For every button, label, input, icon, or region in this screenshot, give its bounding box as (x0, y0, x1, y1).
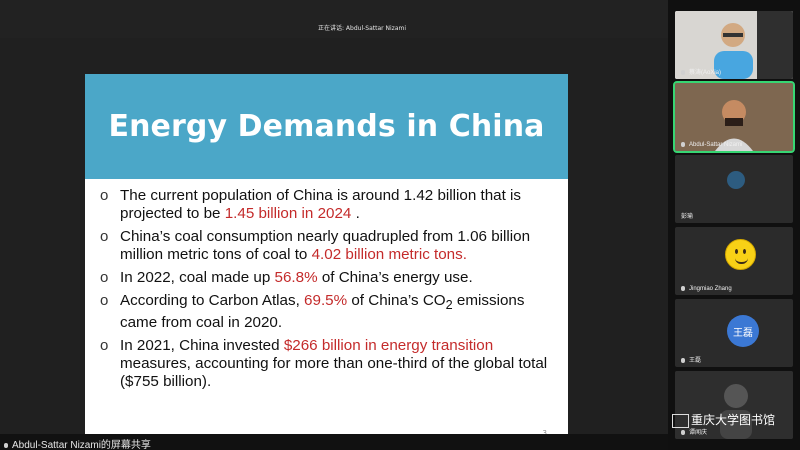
bullet-text: . (355, 205, 360, 222)
bullet-highlight: 4.02 billion metric tons. (311, 246, 467, 263)
participant-name: 谭闻庆 (681, 427, 707, 436)
participant-name: Jingmiao Zhang (681, 285, 732, 292)
mic-icon (681, 429, 685, 435)
bullet-text: measures, accounting for more than one-t… (120, 355, 548, 391)
mic-icon (681, 141, 685, 147)
bullet-2: China’s coal consumption nearly quadrupl… (100, 228, 555, 264)
bullet-text: China’s coal consumption nearly quadrupl… (120, 228, 531, 263)
participant-tile-aoxia[interactable]: 蔡涛(AoXia) (675, 11, 793, 79)
bullet-highlight: 69.5% (304, 292, 348, 309)
bullet-text: of China’s energy use. (321, 269, 473, 286)
participant-name: 王磊 (681, 355, 701, 364)
slide-bullets: The current population of China is aroun… (100, 187, 555, 396)
bullet-1: The current population of China is aroun… (100, 187, 555, 223)
library-logo-icon (672, 413, 689, 428)
bullet-text: The current population of China is aroun… (120, 187, 522, 222)
mic-icon (4, 442, 8, 448)
bullet-4: According to Carbon Atlas, 69.5% of Chin… (100, 292, 555, 332)
user-avatar (727, 171, 745, 189)
participant-tile-abdul[interactable]: Abdul-Sattar Nizami (673, 81, 795, 153)
top-bar: 正在讲话: Abdul-Sattar Nizami (0, 0, 668, 38)
mic-icon (681, 69, 685, 75)
mic-icon (681, 357, 685, 363)
slide-number: 3 (542, 429, 547, 437)
subscript-two: 2 (445, 298, 453, 313)
camera-video (675, 83, 793, 151)
participant-name: 彭瑜 (681, 214, 694, 220)
screen-share-bar: Abdul-Sattar Nizami的屏幕共享 (0, 434, 668, 450)
camera-video (675, 11, 793, 79)
participant-tile-jingmiao[interactable]: Jingmiao Zhang (675, 227, 793, 295)
slide-title: Energy Demands in China (108, 109, 545, 144)
participant-tile-pengyu[interactable]: 彭瑜 (675, 155, 793, 223)
participant-name: Abdul-Sattar Nizami (681, 141, 742, 148)
smiley-avatar (725, 239, 756, 270)
slide-title-banner: Energy Demands in China (85, 74, 568, 179)
presentation-slide: Energy Demands in China The current popu… (85, 74, 568, 450)
screen-share-label: Abdul-Sattar Nizami的屏幕共享 (4, 436, 151, 450)
participant-tile-tanwenqing[interactable]: 谭闻庆 (675, 371, 793, 439)
bullet-text: In 2022, coal made up (120, 269, 275, 286)
participant-name: 蔡涛(AoXia) (681, 67, 721, 76)
bullet-text: of China’s CO (351, 292, 446, 309)
mic-icon (681, 285, 685, 291)
bullet-text: According to Carbon Atlas, (120, 292, 305, 309)
bullet-highlight: 1.45 billion in 2024 (224, 205, 352, 222)
user-avatar: 王磊 (727, 315, 759, 347)
bullet-5: In 2021, China invested $266 billion in … (100, 337, 555, 391)
bullet-highlight: 56.8% (274, 269, 318, 286)
participant-tile-wanglei[interactable]: 王磊 王磊 (675, 299, 793, 367)
bullet-highlight: $266 billion in energy transition (283, 337, 494, 355)
bullet-text: emissions came from coal in 2020. (120, 292, 525, 332)
camera-video (675, 371, 793, 439)
bullet-text: In 2021, China invested (120, 337, 284, 355)
speaking-indicator: 正在讲话: Abdul-Sattar Nizami (318, 25, 407, 32)
shared-screen-area: Energy Demands in China The current popu… (0, 38, 668, 450)
bullet-3: In 2022, coal made up 56.8% of China’s e… (100, 269, 555, 287)
participant-sidebar: 蔡涛(AoXia) Abdul-Sattar Nizami 彭瑜 Jingmia… (668, 0, 800, 450)
smiley-mouth (735, 258, 748, 264)
library-watermark: 重庆大学图书馆 (672, 411, 775, 428)
